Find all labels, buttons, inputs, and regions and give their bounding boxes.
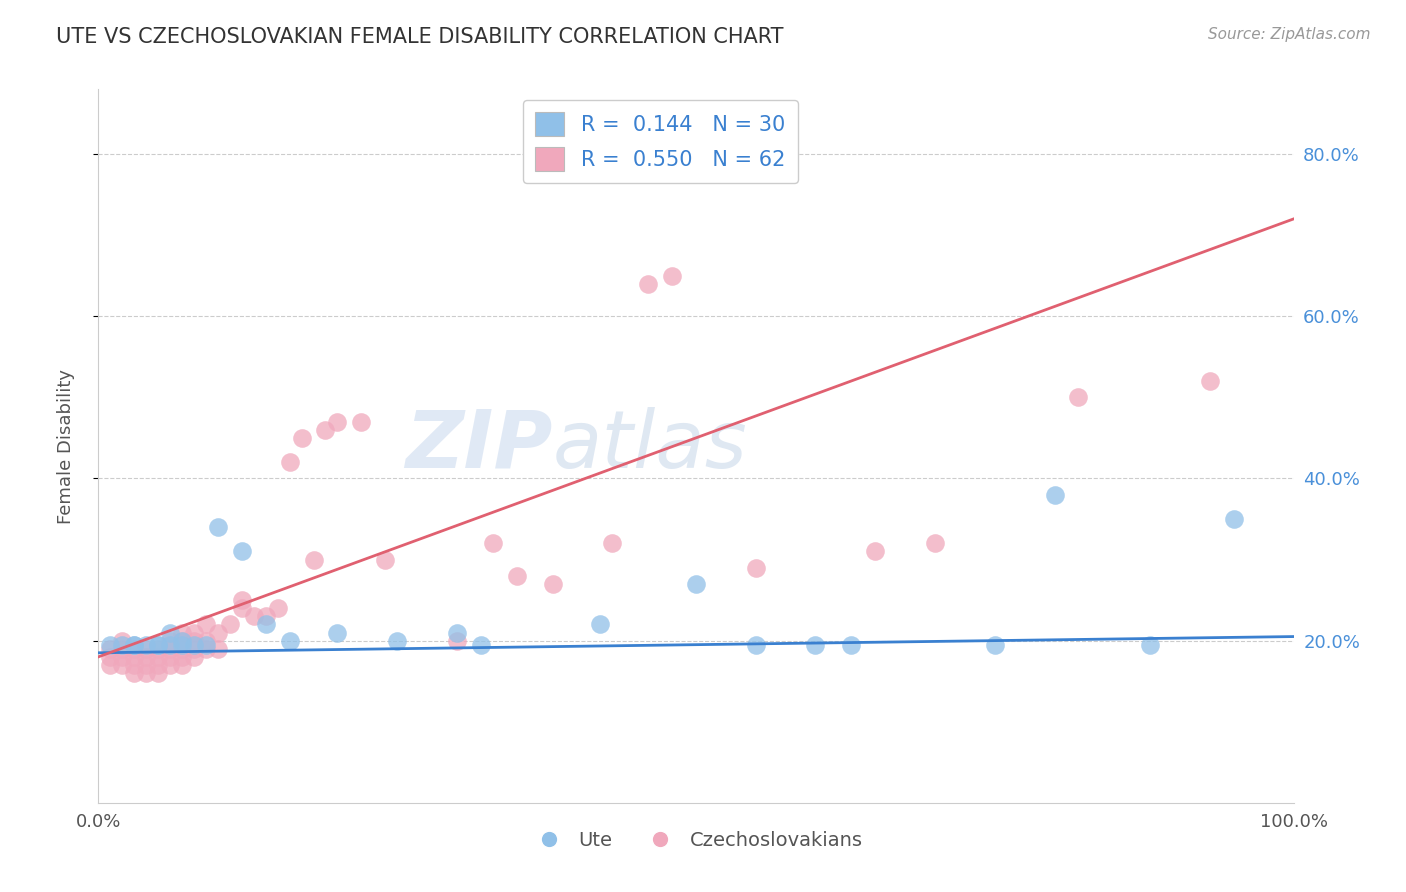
Point: [195, 638, 218, 652]
Point: [374, 552, 396, 566]
Point: [98, 657, 122, 672]
Point: [219, 617, 242, 632]
Point: [254, 617, 277, 632]
Point: [385, 633, 409, 648]
Point: [183, 633, 205, 648]
Text: UTE VS CZECHOSLOVAKIAN FEMALE DISABILITY CORRELATION CHART: UTE VS CZECHOSLOVAKIAN FEMALE DISABILITY…: [56, 27, 783, 46]
Point: [195, 641, 218, 656]
Point: [446, 625, 468, 640]
Point: [148, 638, 170, 652]
Point: [207, 625, 229, 640]
Point: [98, 638, 122, 652]
Point: [602, 536, 624, 550]
Point: [481, 536, 505, 550]
Point: [135, 638, 157, 652]
Point: [745, 560, 768, 574]
Point: [291, 431, 314, 445]
Point: [111, 657, 134, 672]
Point: [172, 625, 194, 640]
Point: [159, 641, 181, 656]
Point: [124, 649, 146, 664]
Point: [1223, 512, 1246, 526]
Point: [124, 641, 146, 656]
Point: [446, 633, 468, 648]
Point: [302, 552, 325, 566]
Point: [148, 666, 170, 681]
Point: [195, 617, 218, 632]
Point: [924, 536, 946, 550]
Point: [865, 544, 887, 558]
Point: [159, 625, 181, 640]
Point: [172, 657, 194, 672]
Point: [135, 666, 157, 681]
Point: [172, 638, 194, 652]
Text: ZIP: ZIP: [405, 407, 553, 485]
Point: [183, 641, 205, 656]
Y-axis label: Female Disability: Female Disability: [56, 368, 75, 524]
Point: [326, 415, 349, 429]
Point: [541, 577, 564, 591]
Legend: Ute, Czechoslovakians: Ute, Czechoslovakians: [522, 822, 870, 857]
Point: [148, 641, 170, 656]
Text: Source: ZipAtlas.com: Source: ZipAtlas.com: [1208, 27, 1371, 42]
Point: [183, 625, 205, 640]
Point: [159, 633, 181, 648]
Point: [326, 625, 349, 640]
Point: [243, 609, 266, 624]
Point: [350, 415, 373, 429]
Point: [589, 617, 612, 632]
Point: [172, 649, 194, 664]
Point: [984, 638, 1007, 652]
Point: [172, 633, 194, 648]
Text: atlas: atlas: [553, 407, 748, 485]
Point: [804, 638, 827, 652]
Point: [111, 633, 134, 648]
Point: [111, 649, 134, 664]
Point: [135, 649, 157, 664]
Point: [315, 423, 337, 437]
Point: [148, 649, 170, 664]
Point: [148, 657, 170, 672]
Point: [207, 641, 229, 656]
Point: [278, 455, 301, 469]
Point: [231, 601, 253, 615]
Point: [231, 544, 253, 558]
Point: [111, 641, 134, 656]
Point: [685, 577, 707, 591]
Point: [183, 638, 205, 652]
Point: [1139, 638, 1161, 652]
Point: [661, 268, 683, 283]
Point: [111, 638, 134, 652]
Point: [159, 638, 181, 652]
Point: [195, 633, 218, 648]
Point: [135, 641, 157, 656]
Point: [267, 601, 290, 615]
Point: [124, 657, 146, 672]
Point: [1043, 488, 1066, 502]
Point: [124, 638, 146, 652]
Point: [637, 277, 659, 291]
Point: [841, 638, 863, 652]
Point: [159, 657, 181, 672]
Point: [172, 641, 194, 656]
Point: [183, 649, 205, 664]
Point: [124, 666, 146, 681]
Point: [124, 638, 146, 652]
Point: [745, 638, 768, 652]
Point: [135, 657, 157, 672]
Point: [470, 638, 492, 652]
Point: [159, 649, 181, 664]
Point: [231, 593, 253, 607]
Point: [98, 649, 122, 664]
Point: [506, 568, 529, 582]
Point: [98, 641, 122, 656]
Point: [172, 633, 194, 648]
Point: [278, 633, 301, 648]
Point: [254, 609, 277, 624]
Point: [1067, 390, 1090, 404]
Point: [1199, 374, 1222, 388]
Point: [207, 520, 229, 534]
Point: [148, 638, 170, 652]
